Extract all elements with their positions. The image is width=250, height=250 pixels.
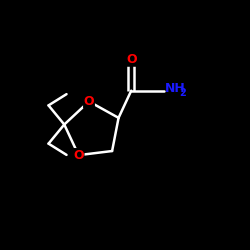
Text: O: O xyxy=(84,95,94,108)
Text: O: O xyxy=(73,149,84,162)
Text: O: O xyxy=(126,53,136,66)
Text: 2: 2 xyxy=(180,88,186,98)
Text: NH: NH xyxy=(165,82,186,95)
